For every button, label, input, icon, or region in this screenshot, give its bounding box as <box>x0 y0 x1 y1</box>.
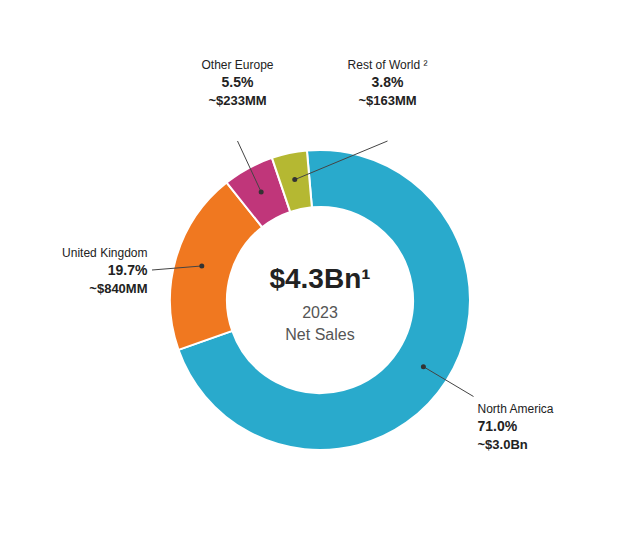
annotation: Net Sales <box>285 326 354 343</box>
slice-name: Rest of World ² <box>348 58 428 72</box>
amount-label: ~$840MM <box>89 281 147 296</box>
amount-label: ~$3.0Bn <box>478 437 528 452</box>
wedges <box>170 150 470 450</box>
slice-name: United Kingdom <box>62 246 147 260</box>
leader-line <box>152 266 202 270</box>
data-label: 19.7% <box>108 262 148 278</box>
amount-label: ~$233MM <box>208 93 266 108</box>
leader-line <box>423 367 473 397</box>
leader-dot <box>259 189 264 194</box>
chart-title: $4.3Bn¹ <box>269 263 370 294</box>
chart-svg: $4.3Bn¹ 2023 Net Sales North America 71.0% ~$… <box>0 0 640 559</box>
slice-name: North America <box>478 402 554 416</box>
chart-container: $4.3Bn¹ 2023 Net Sales North America 71.0% ~$… <box>0 0 640 559</box>
donut-slice <box>272 151 312 212</box>
slice-name: Other Europe <box>201 58 273 72</box>
amount-label: ~$163MM <box>358 93 416 108</box>
data-label: 5.5% <box>222 74 254 90</box>
leader-dot <box>199 263 204 268</box>
data-label: 3.8% <box>372 74 404 90</box>
data-label: 71.0% <box>478 418 518 434</box>
leader-dot <box>421 364 426 369</box>
leader-line <box>295 141 388 180</box>
leader-line <box>238 141 262 192</box>
slice-labels: North America 71.0% ~$3.0Bn United Kingdom 1… <box>62 58 554 452</box>
leader-dot <box>292 177 297 182</box>
chart-subtitle: 2023 <box>302 304 338 321</box>
